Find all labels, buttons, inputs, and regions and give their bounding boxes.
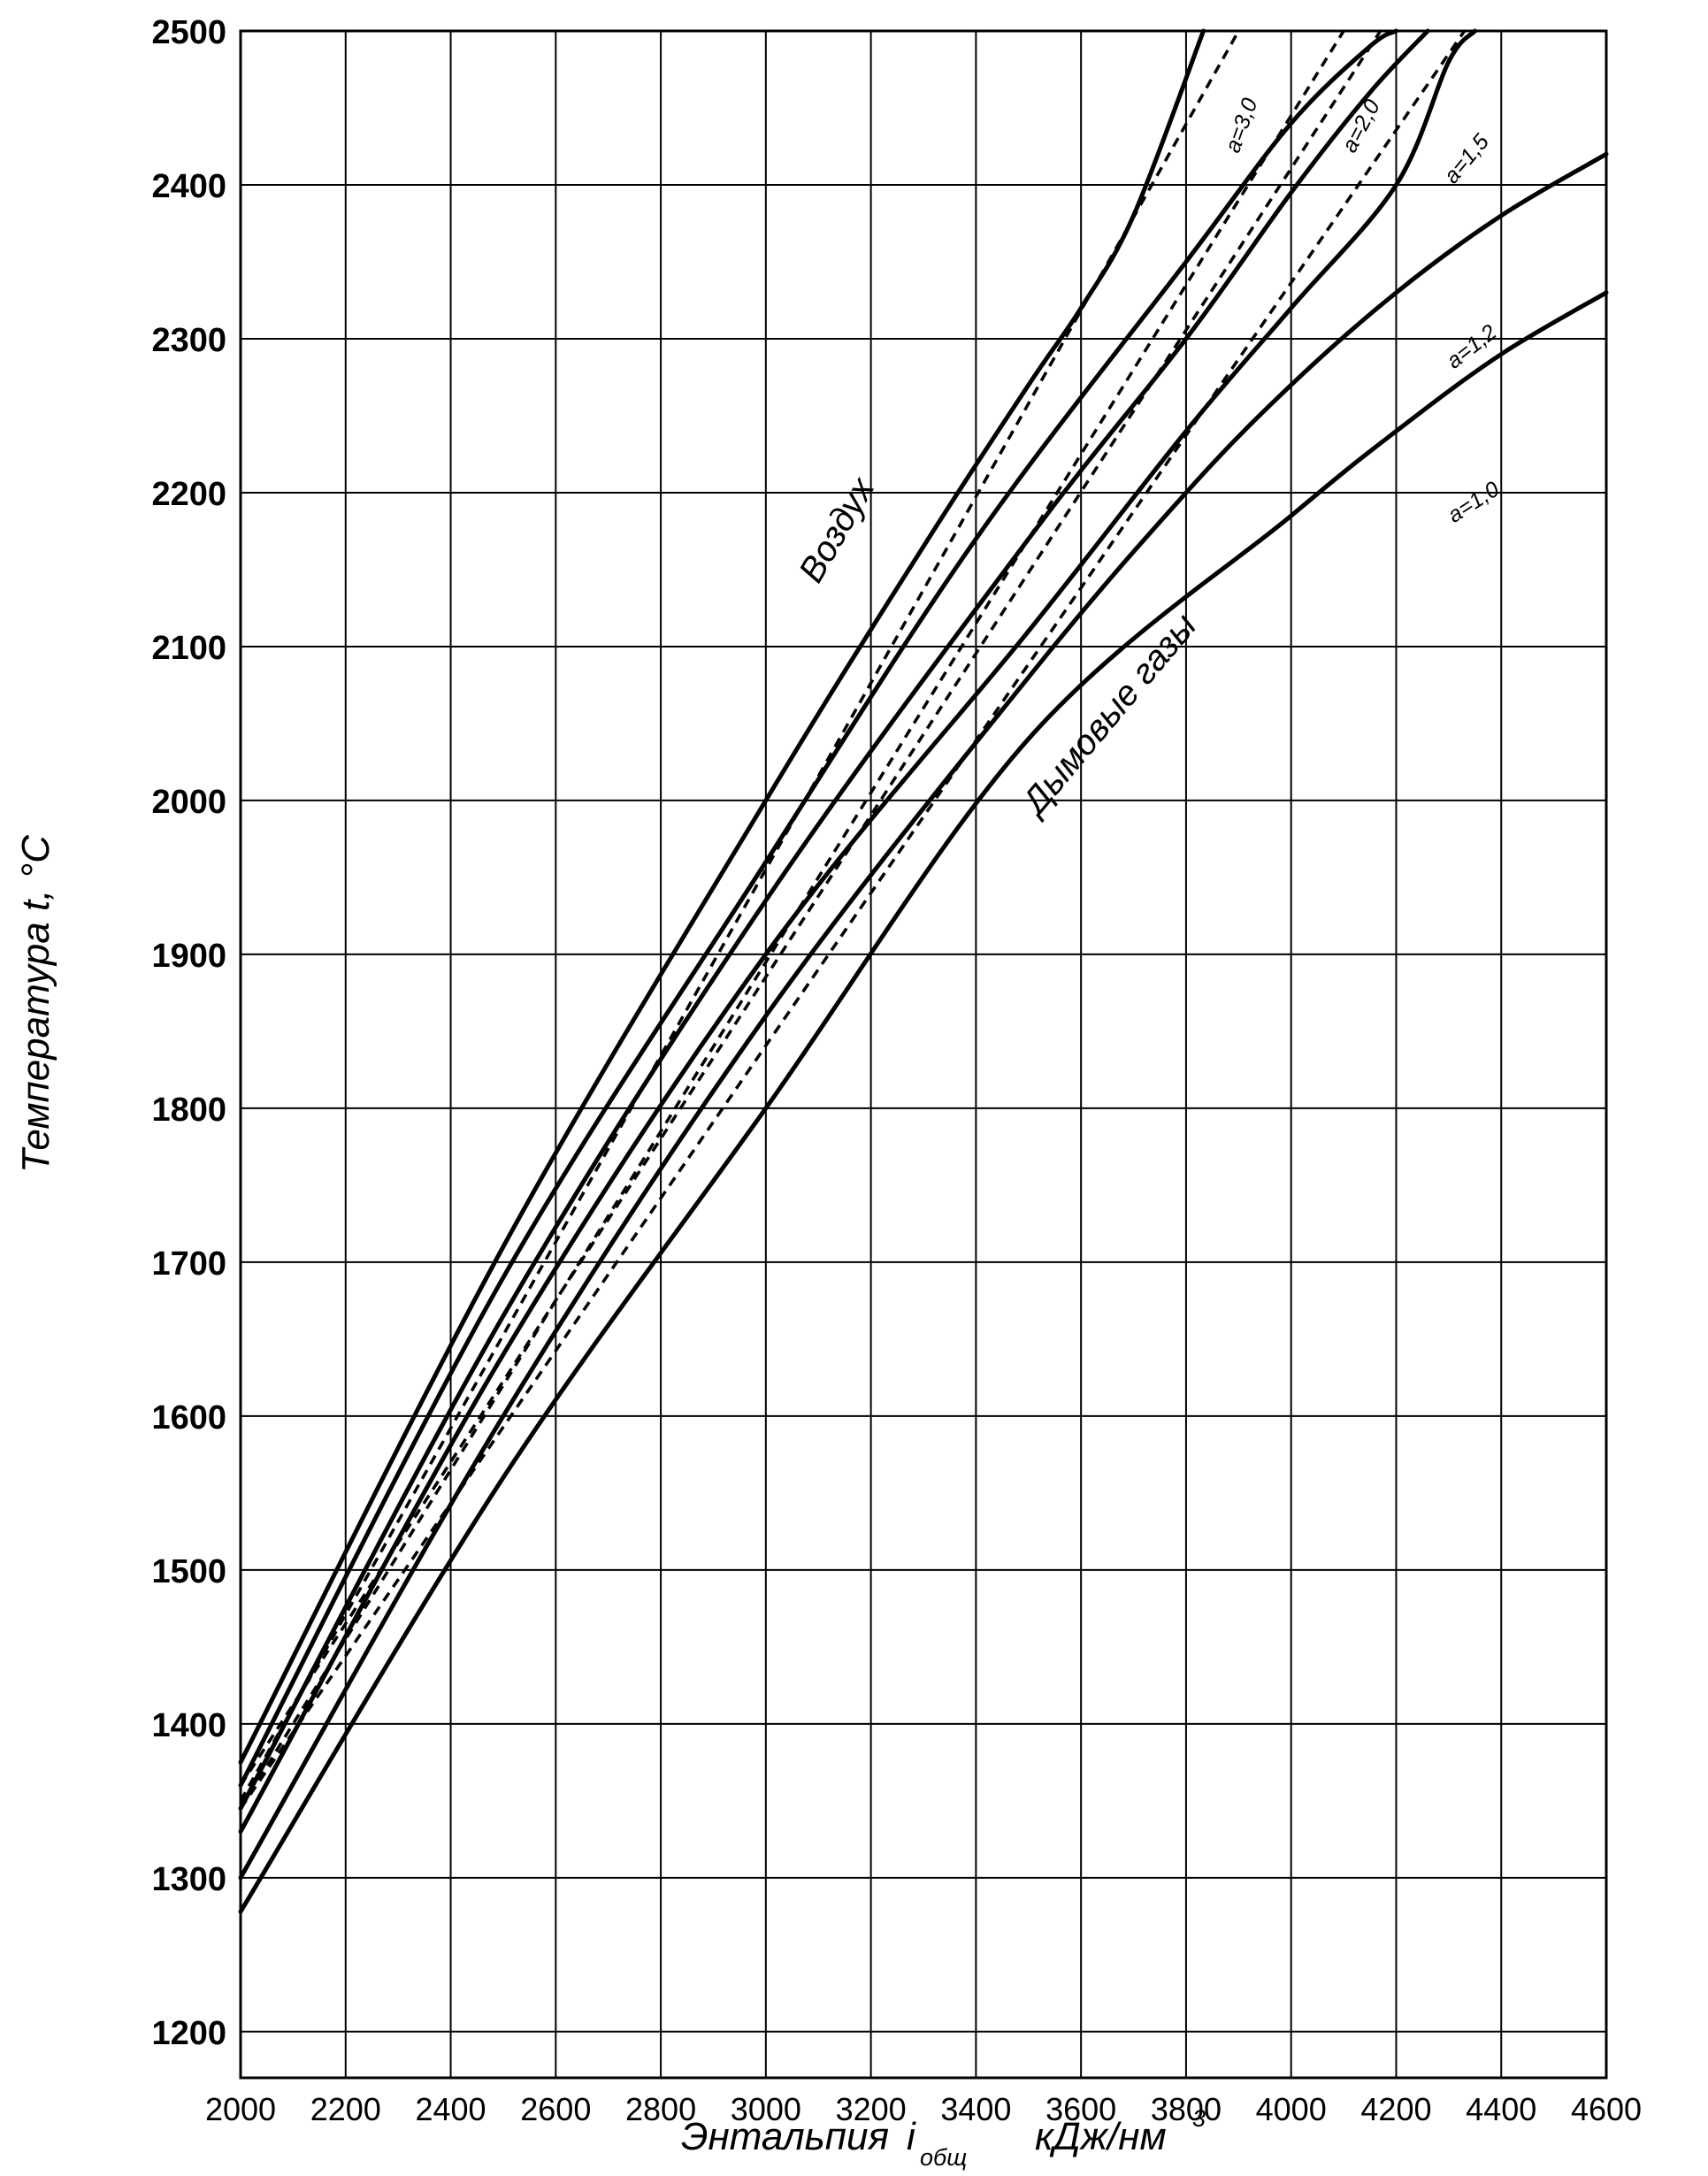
y-tick-label: 1700 (151, 1245, 226, 1283)
plot-frame (239, 29, 1608, 2080)
y-tick-label: 1600 (151, 1399, 226, 1437)
dashed-reference-line (239, 30, 1240, 1802)
x-tick-label: 2600 (520, 2091, 591, 2127)
series-line (238, 28, 1477, 1835)
x-tick-label: 3200 (836, 2091, 907, 2127)
y-tick-label: 1800 (151, 1092, 226, 1129)
series-line (238, 290, 1609, 1914)
series-line (238, 28, 1430, 1811)
x-tick-label: 2800 (625, 2091, 696, 2127)
series-line (238, 151, 1609, 1881)
x-tick-label: 2000 (205, 2091, 276, 2127)
y-tick-label: 1500 (151, 1553, 226, 1590)
y-tick-label: 2400 (151, 168, 226, 205)
x-axis-label-unit: кДж/нм (1035, 2115, 1167, 2158)
x-tick-label: 4600 (1571, 2091, 1642, 2127)
curve-label: a=1,0 (1444, 477, 1504, 528)
x-tick-label: 3800 (1151, 2091, 1222, 2127)
y-tick-label: 2000 (151, 784, 226, 821)
y-tick-label: 1400 (151, 1707, 226, 1744)
x-axis-label: Энтальпия i общ кДж/нм 3 (681, 2105, 1206, 2171)
x-tick-label: 3000 (731, 2091, 801, 2127)
dashed-reference-line (239, 30, 1382, 1787)
y-tick-label: 2300 (151, 322, 226, 359)
dashed-reference-line (239, 30, 1345, 1810)
x-axis-label-symbol: i (907, 2115, 916, 2158)
x-tick-label: 2400 (415, 2091, 486, 2127)
series-line (238, 28, 1398, 1788)
axis-ticks: 2000 2200 2400 2600 2800 3000 3200 3400 3600 3800… (151, 14, 1642, 2127)
curve-label: Воздух (792, 470, 883, 589)
y-tick-label: 2500 (151, 14, 226, 51)
x-tick-label: 4400 (1466, 2091, 1536, 2127)
curve-label: Дымовые газы (1013, 607, 1204, 824)
x-axis-label-text: Энтальпия (681, 2115, 889, 2158)
x-axis-label-unit-sup: 3 (1192, 2105, 1206, 2132)
y-tick-label: 1300 (151, 1861, 226, 1898)
grid (239, 29, 1608, 2080)
x-tick-label: 3600 (1045, 2091, 1116, 2127)
y-axis-label: Температура t, °C (14, 834, 57, 1173)
y-tick-label: 1200 (151, 2015, 226, 2052)
y-tick-label: 1900 (151, 938, 226, 975)
curve-label: a=3,0 (1221, 95, 1263, 156)
dashed-reference-line (239, 30, 1467, 1810)
curve-label: a=1,5 (1439, 129, 1494, 188)
x-tick-label: 4000 (1256, 2091, 1327, 2127)
curve-label: a=1,2 (1442, 319, 1501, 373)
y-tick-label: 2100 (151, 630, 226, 667)
x-tick-label: 2200 (310, 2091, 381, 2127)
y-tick-label: 2200 (151, 476, 226, 513)
x-tick-label: 3400 (940, 2091, 1011, 2127)
x-axis-label-subscript: общ (920, 2144, 967, 2171)
series-lines (238, 28, 1609, 1914)
x-tick-label: 4200 (1360, 2091, 1431, 2127)
